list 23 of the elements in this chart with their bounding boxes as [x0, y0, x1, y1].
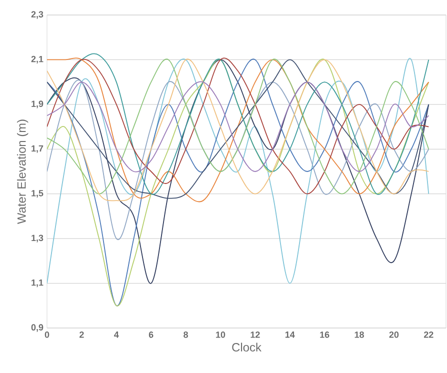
x-tick-label: 20 — [389, 332, 399, 338]
x-tick-label: 12 — [250, 332, 260, 338]
y-tick-label: 1,9 — [32, 100, 44, 108]
x-tick-label: 22 — [424, 332, 434, 338]
y-axis-title: Water Elevation (m) — [17, 120, 28, 224]
y-tick-label: 2,1 — [31, 56, 44, 64]
x-tick-label: 14 — [285, 332, 295, 338]
x-tick-label: 2 — [80, 332, 84, 338]
y-tick-label: 1,7 — [32, 145, 44, 153]
x-tick-label: 10 — [216, 332, 226, 338]
y-tick-label: 2,3 — [31, 11, 44, 19]
x-tick-label: 16 — [320, 332, 330, 338]
y-tick-label: 1,1 — [32, 280, 44, 288]
x-axis-title: Clock — [232, 342, 262, 352]
x-tick-label: 0 — [44, 332, 50, 338]
y-tick-label: 1,5 — [32, 190, 44, 198]
y-tick-label: 1,3 — [32, 234, 44, 242]
x-tick-label: 18 — [354, 332, 364, 338]
x-tick-label: 4 — [114, 332, 119, 338]
line-series — [47, 81, 430, 172]
x-tick-label: 8 — [184, 332, 188, 338]
y-tick-label: 0,9 — [31, 324, 44, 332]
x-tick-label: 6 — [148, 332, 154, 338]
